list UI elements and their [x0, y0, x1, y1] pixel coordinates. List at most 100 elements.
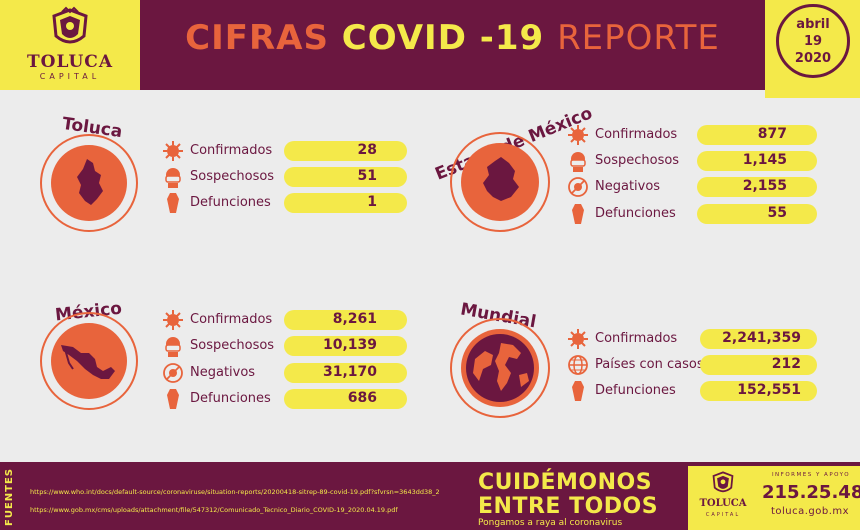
- negative-virus-icon: [163, 363, 183, 383]
- info-label: INFORMES Y APOYO: [771, 472, 851, 478]
- stat-value-pill: 1,145: [697, 151, 817, 171]
- stat-label: Confirmados: [190, 143, 273, 158]
- stat-value: 212: [771, 356, 801, 372]
- stat-value: 1: [367, 194, 377, 210]
- stat-row: Países con casos 212: [567, 354, 817, 376]
- footer-contact-box: TOLUCA CAPITAL INFORMES Y APOYO 215.25.4…: [688, 466, 860, 530]
- stat-value-pill: 1: [284, 193, 407, 213]
- stat-label: Negativos: [595, 179, 661, 194]
- coffin-icon: [167, 193, 179, 213]
- stat-value: 1,145: [742, 152, 787, 168]
- globe-icon: [466, 334, 534, 402]
- stat-value-pill: 10,139: [284, 336, 407, 356]
- stat-row: Confirmados 877: [567, 124, 817, 146]
- stat-row: Defunciones 55: [567, 203, 817, 225]
- stat-value-pill: 877: [697, 125, 817, 145]
- toluca-logo: TOLUCA CAPITAL: [0, 0, 140, 90]
- region-circle-mundial-inner: [461, 329, 539, 407]
- virus-icon: [568, 329, 588, 349]
- stat-value-pill: 28: [284, 141, 407, 161]
- page-title: CIFRAS COVID -19 REPORTE: [140, 18, 765, 58]
- stat-label: Defunciones: [190, 391, 271, 406]
- stat-value: 2,241,359: [722, 330, 801, 346]
- footer-logo-name: TOLUCA: [699, 498, 747, 509]
- coffin-icon: [167, 389, 179, 409]
- stat-value: 10,139: [322, 337, 377, 353]
- coffin-icon: [572, 204, 584, 224]
- footer-logo-subtitle: CAPITAL: [705, 512, 741, 518]
- virus-icon: [163, 141, 183, 161]
- stat-row: Confirmados 8,261: [162, 309, 407, 331]
- stat-label: Defunciones: [595, 383, 676, 398]
- phone-number[interactable]: 215.25.48: [762, 482, 860, 503]
- stat-value-pill: 2,241,359: [700, 329, 817, 349]
- stat-value: 2,155: [742, 178, 787, 194]
- header: TOLUCA CAPITAL CIFRAS COVID -19 REPORTE …: [0, 0, 860, 98]
- region-circle-edomex-inner: [461, 143, 539, 221]
- region-circle-edomex: [450, 132, 550, 232]
- stat-label: Defunciones: [595, 206, 676, 221]
- edomex-map-icon: [483, 157, 519, 201]
- region-circle-mundial: [450, 318, 550, 418]
- stat-row: Defunciones 1: [162, 192, 407, 214]
- stat-row: Sospechosos 51: [162, 166, 407, 188]
- title-word-19: -19: [479, 18, 545, 58]
- mexico-map-icon: [61, 345, 115, 379]
- stat-label: Confirmados: [595, 331, 678, 346]
- slogan-line-2: ENTRE TODOS: [478, 494, 659, 519]
- stat-value: 31,170: [322, 364, 377, 380]
- virus-icon: [163, 310, 183, 330]
- stat-label: Confirmados: [595, 127, 678, 142]
- stat-label: Confirmados: [190, 312, 273, 327]
- stat-row: Negativos 2,155: [567, 176, 817, 198]
- title-bar: CIFRAS COVID -19 REPORTE: [140, 0, 765, 90]
- region-circle-toluca-inner: [51, 145, 127, 221]
- date-badge: abril 19 2020: [765, 0, 860, 98]
- masked-person-icon: [570, 152, 586, 172]
- stat-value-pill: 2,155: [697, 177, 817, 197]
- logo-name: TOLUCA: [26, 52, 114, 72]
- date-year: 2020: [794, 51, 832, 66]
- stat-value: 51: [357, 168, 377, 184]
- title-word-cifras: CIFRAS: [185, 18, 329, 58]
- logo-subtitle: CAPITAL: [39, 72, 101, 81]
- slogan-line-3: Pongamos a raya al coronavirus: [478, 518, 623, 528]
- date-circle: abril 19 2020: [776, 4, 850, 78]
- stat-value-pill: 212: [700, 355, 817, 375]
- stat-value: 28: [357, 142, 377, 158]
- stat-row: Defunciones 686: [162, 388, 407, 410]
- globe-small-icon: [568, 355, 588, 375]
- date-day: 19: [803, 34, 823, 49]
- slogan-line-1: CUIDÉMONOS: [478, 470, 653, 495]
- stat-label: Negativos: [190, 365, 256, 380]
- coffin-icon: [572, 381, 584, 401]
- stat-label: Sospechosos: [595, 153, 680, 168]
- date-month: abril: [796, 17, 830, 32]
- region-circle-mexico-inner: [51, 323, 127, 399]
- region-circle-mexico: [40, 312, 138, 410]
- stat-row: Sospechosos 10,139: [162, 335, 407, 357]
- title-word-covid: COVID: [341, 18, 467, 58]
- website-link[interactable]: toluca.gob.mx: [770, 506, 850, 517]
- stat-value: 152,551: [737, 382, 801, 398]
- sources-label-text: FUENTES: [4, 467, 15, 526]
- stat-label: Países con casos: [595, 357, 704, 372]
- stat-value-pill: 55: [697, 204, 817, 224]
- title-word-reporte: REPORTE: [557, 18, 720, 58]
- stat-value-pill: 31,170: [284, 363, 407, 383]
- virus-icon: [568, 125, 588, 145]
- stat-value-pill: 51: [284, 167, 407, 187]
- sources-label: FUENTES: [2, 467, 18, 530]
- stat-value: 8,261: [332, 311, 377, 327]
- masked-person-icon: [165, 337, 181, 357]
- stat-label: Defunciones: [190, 195, 271, 210]
- source-link-gob[interactable]: https://www.gob.mx/cms/uploads/attachmen…: [30, 506, 398, 514]
- crest-icon: [712, 471, 734, 493]
- stat-value: 877: [757, 126, 787, 142]
- source-link-who[interactable]: https://www.who.int/docs/default-source/…: [30, 488, 440, 496]
- stat-value-pill: 686: [284, 389, 407, 409]
- stat-label: Sospechosos: [190, 169, 275, 184]
- stat-value: 55: [767, 205, 787, 221]
- crest-icon: [52, 6, 88, 44]
- negative-virus-icon: [568, 177, 588, 197]
